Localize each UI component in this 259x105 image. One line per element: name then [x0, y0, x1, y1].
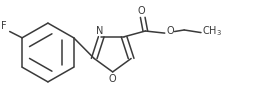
Text: O: O: [138, 6, 145, 16]
Text: O: O: [109, 74, 117, 84]
Text: O: O: [167, 26, 174, 36]
Text: CH$_3$: CH$_3$: [202, 25, 222, 38]
Text: F: F: [1, 21, 7, 31]
Text: N: N: [96, 26, 104, 36]
